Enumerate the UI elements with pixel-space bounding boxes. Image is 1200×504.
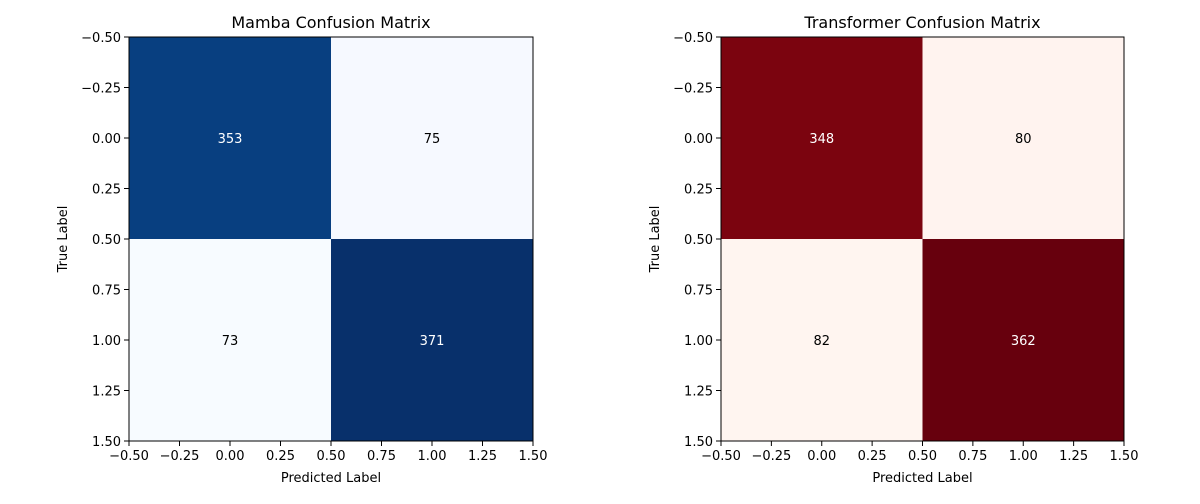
x-tick-label: 1.00	[418, 449, 447, 464]
x-axis-label: Predicted Label	[281, 471, 381, 486]
x-tick-label: 0.75	[958, 449, 987, 464]
y-tick-label: −0.50	[81, 31, 121, 46]
cell-value-label: 348	[809, 132, 834, 147]
x-axis-label: Predicted Label	[872, 471, 972, 486]
matrix-cell	[129, 37, 331, 239]
y-tick-label: 0.50	[92, 233, 121, 248]
x-tick-label: −0.50	[701, 449, 741, 464]
y-tick-label: −0.25	[673, 82, 713, 97]
matrix-cell	[331, 239, 533, 441]
y-tick-label: 1.00	[684, 334, 713, 349]
cell-value-label: 362	[1011, 334, 1036, 349]
matrix-cell	[721, 37, 923, 239]
matrix-cell	[922, 37, 1124, 239]
y-tick-label: 0.75	[684, 284, 713, 299]
confusion-matrix-panel-1: 348 80 82 362 −0.50 −0.25 0.00 0.25 0.50 0.75 1.00…	[648, 13, 1138, 486]
x-tick-label: −0.25	[160, 449, 200, 464]
y-tick-label: 1.00	[92, 334, 121, 349]
cell-value-label: 371	[420, 334, 445, 349]
y-axis-label: True Label	[648, 206, 663, 274]
x-tick-label: 0.00	[807, 449, 836, 464]
chart-title: Transformer Confusion Matrix	[803, 13, 1040, 32]
confusion-matrix-panel-0: 353 75 73 371 −0.50 −0.25 0.00 0.25 0.50 0.75 1.00…	[56, 13, 547, 486]
cell-value-label: 73	[222, 334, 239, 349]
matrix-cell	[922, 239, 1124, 441]
y-tick-label: 1.50	[92, 435, 121, 450]
y-tick-label: −0.50	[673, 31, 713, 46]
y-tick-label: 0.75	[92, 284, 121, 299]
x-tick-label: 1.50	[1110, 449, 1139, 464]
chart-title: Mamba Confusion Matrix	[231, 13, 430, 32]
y-tick-label: 0.00	[92, 132, 121, 147]
y-tick-label: −0.25	[81, 82, 121, 97]
y-axis-label: True Label	[56, 206, 71, 274]
cell-value-label: 80	[1015, 132, 1032, 147]
x-tick-label: −0.50	[109, 449, 149, 464]
y-tick-label: 0.50	[684, 233, 713, 248]
x-tick-label: −0.25	[751, 449, 791, 464]
y-tick-label: 1.25	[684, 385, 713, 400]
x-tick-label: 0.25	[266, 449, 295, 464]
y-tick-label: 1.50	[684, 435, 713, 450]
matrix-cell	[331, 37, 533, 239]
y-tick-label: 1.25	[92, 385, 121, 400]
matrix-cell	[129, 239, 331, 441]
cell-value-label: 75	[424, 132, 441, 147]
x-tick-label: 0.00	[216, 449, 245, 464]
x-tick-label: 0.25	[858, 449, 887, 464]
x-tick-label: 0.75	[367, 449, 396, 464]
cell-value-label: 353	[218, 132, 243, 147]
matrix-cell	[721, 239, 923, 441]
x-tick-label: 0.50	[908, 449, 937, 464]
x-tick-label: 1.00	[1009, 449, 1038, 464]
y-tick-label: 0.25	[92, 183, 121, 198]
x-tick-label: 1.25	[468, 449, 497, 464]
x-tick-label: 1.25	[1059, 449, 1088, 464]
y-tick-label: 0.25	[684, 183, 713, 198]
cell-value-label: 82	[813, 334, 830, 349]
y-tick-label: 0.00	[684, 132, 713, 147]
x-tick-label: 0.50	[317, 449, 346, 464]
x-tick-label: 1.50	[519, 449, 548, 464]
